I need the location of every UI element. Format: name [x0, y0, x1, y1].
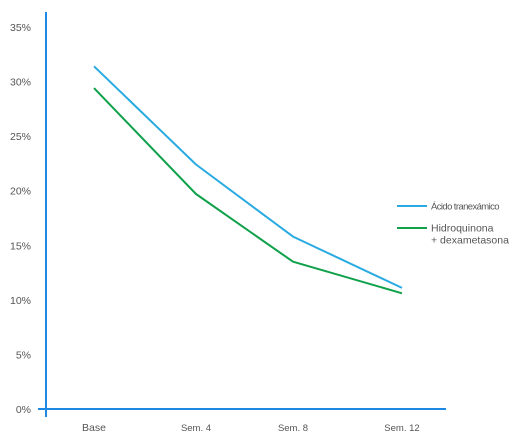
y-tick-label: 20% — [10, 186, 31, 198]
legend-label-2-line-1: Hidroquinona — [431, 223, 494, 235]
y-tick-label: 35% — [10, 22, 31, 34]
y-tick-label: 30% — [10, 77, 31, 89]
x-tick-label: Base — [82, 422, 106, 434]
y-tick-label: 15% — [10, 240, 31, 252]
legend: Ácido tranexámico Hidroquinona+ dexametas… — [397, 202, 509, 247]
y-tick-label: 5% — [16, 349, 31, 361]
y-tick-label: 0% — [16, 404, 31, 416]
series-line-2 — [94, 88, 402, 293]
x-tick-labels: Base Sem. 4 Sem. 8 Sem. 12 — [82, 422, 420, 434]
y-tick-label: 25% — [10, 131, 31, 143]
series-lines — [94, 66, 402, 293]
x-tick-label: Sem. 8 — [278, 423, 308, 434]
axes — [38, 12, 446, 417]
y-tick-labels: 0% 5% 10% 15% 20% 25% 30% 35% — [10, 22, 31, 416]
x-tick-label: Sem. 12 — [384, 423, 419, 434]
x-tick-label: Sem. 4 — [181, 423, 211, 434]
y-tick-label: 10% — [10, 295, 31, 307]
legend-label-2-line-2: + dexametasona — [431, 235, 509, 247]
legend-label-1: Ácido tranexámico — [431, 202, 499, 213]
series-line-1 — [94, 66, 402, 288]
